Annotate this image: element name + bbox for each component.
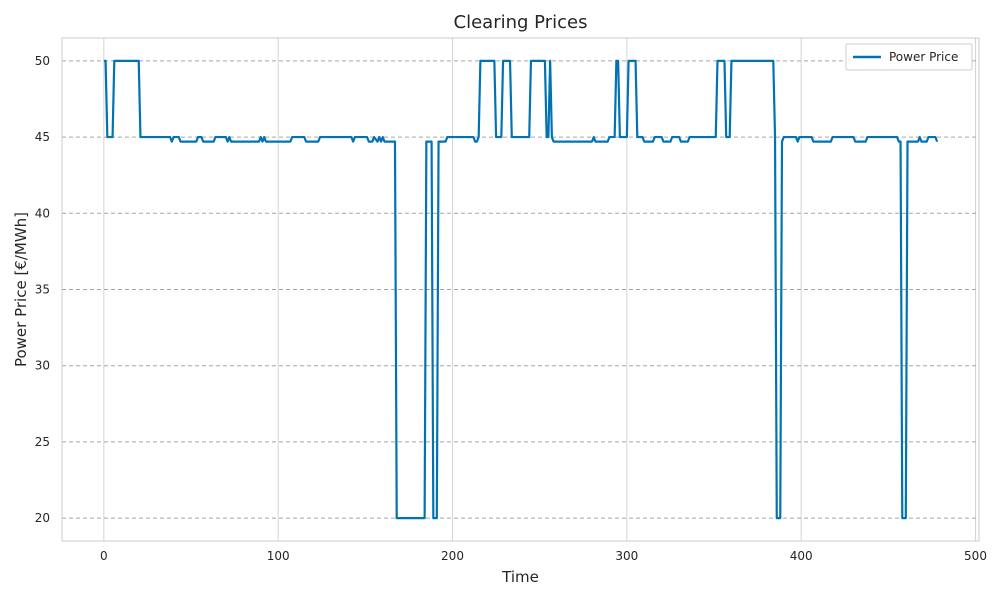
y-tick-label: 50 — [35, 54, 50, 68]
y-axis-title: Power Price [€/MWh] — [12, 212, 30, 367]
x-tick-label: 0 — [100, 549, 108, 563]
x-tick-label: 200 — [441, 549, 464, 563]
y-tick-label: 30 — [35, 359, 50, 373]
y-tick-label: 40 — [35, 206, 50, 220]
plot-frame — [61, 37, 980, 542]
y-tick-label: 35 — [35, 283, 50, 297]
x-tick-label: 300 — [615, 549, 638, 563]
x-tick-label: 500 — [964, 549, 987, 563]
y-tick-label: 20 — [35, 511, 50, 525]
legend-box — [845, 43, 973, 71]
x-tick-label: 100 — [267, 549, 290, 563]
grid — [62, 38, 979, 541]
legend: Power Price — [845, 43, 973, 71]
chart-title: Clearing Prices — [454, 12, 588, 33]
x-axis-title: Time — [501, 568, 539, 586]
y-tick-label: 45 — [35, 130, 50, 144]
y-tick-label: 25 — [35, 435, 50, 449]
tick-labels: 0 100 200 300 400 500 20 25 30 35 40 45 50 — [35, 54, 987, 563]
series-line-0 — [103, 59, 939, 520]
series-layer — [103, 59, 939, 520]
legend-label: Power Price — [889, 50, 958, 64]
x-tick-label: 400 — [790, 549, 813, 563]
